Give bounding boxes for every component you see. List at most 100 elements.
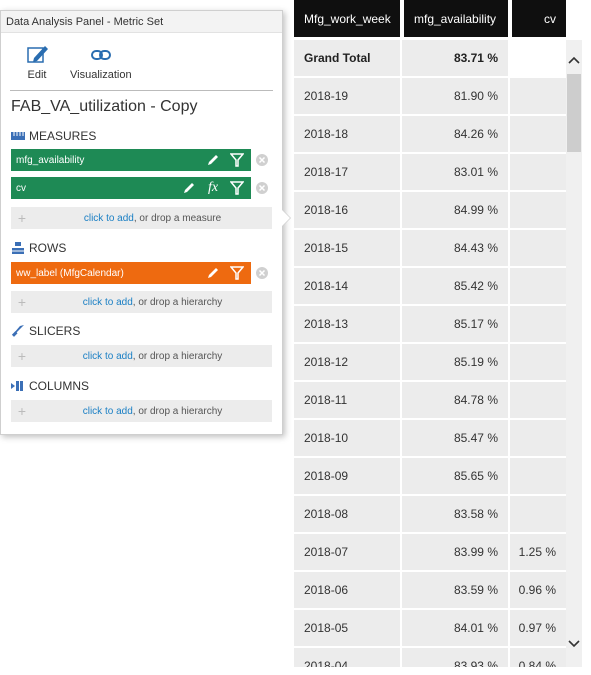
week-cell: 2018-17	[294, 154, 400, 190]
table-row: 2018-09 85.65 %	[294, 458, 566, 494]
remove-icon[interactable]	[251, 177, 272, 199]
scroll-up-icon[interactable]	[566, 52, 582, 68]
availability-cell: 84.43 %	[402, 230, 508, 266]
measure-label: mfg_availability	[16, 154, 85, 166]
week-cell: 2018-04	[294, 648, 400, 667]
availability-cell: 83.59 %	[402, 572, 508, 608]
week-cell: 2018-10	[294, 420, 400, 456]
edit-icon	[27, 46, 48, 63]
table-row: 2018-11 84.78 %	[294, 382, 566, 418]
cv-cell	[510, 154, 566, 190]
add-slicer-dropzone[interactable]: + click to add, or drop a hierarchy	[11, 345, 272, 367]
grand-total-cv	[510, 40, 566, 76]
week-cell: 2018-18	[294, 116, 400, 152]
table-row: 2018-13 85.17 %	[294, 306, 566, 342]
availability-cell: 83.01 %	[402, 154, 508, 190]
rows-section-header: ROWS	[11, 241, 66, 255]
availability-cell: 84.26 %	[402, 116, 508, 152]
cv-cell: 1.25 %	[510, 534, 566, 570]
slicer-knife-icon	[11, 325, 24, 337]
visualization-button[interactable]: Visualization	[70, 44, 132, 81]
add-slicer-link[interactable]: click to add	[82, 350, 133, 362]
ruler-icon	[11, 132, 25, 140]
week-cell: 2018-12	[294, 344, 400, 380]
scrollbar-thumb[interactable]	[567, 74, 581, 152]
table-row: 2018-15 84.43 %	[294, 230, 566, 266]
row-label: ww_label (MfgCalendar)	[16, 267, 124, 279]
week-cell: 2018-11	[294, 382, 400, 418]
cv-cell	[510, 192, 566, 228]
availability-cell: 83.58 %	[402, 496, 508, 532]
measure-chip-cv[interactable]: cv fx	[11, 177, 272, 199]
grand-total-label: Grand Total	[294, 40, 400, 76]
column-header-mfg-work-week[interactable]: Mfg_work_week	[294, 0, 400, 37]
filter-icon[interactable]	[228, 264, 246, 282]
edit-button[interactable]: Edit	[25, 44, 49, 81]
filter-icon[interactable]	[228, 179, 246, 197]
filter-icon[interactable]	[228, 151, 246, 169]
week-cell: 2018-15	[294, 230, 400, 266]
availability-cell: 83.99 %	[402, 534, 508, 570]
cv-cell	[510, 382, 566, 418]
week-cell: 2018-16	[294, 192, 400, 228]
availability-cell: 84.01 %	[402, 610, 508, 646]
availability-cell: 85.47 %	[402, 420, 508, 456]
availability-cell: 84.78 %	[402, 382, 508, 418]
toolbar-divider	[10, 90, 273, 91]
measures-label: MEASURES	[29, 129, 97, 143]
availability-cell: 85.19 %	[402, 344, 508, 380]
week-cell: 2018-14	[294, 268, 400, 304]
add-row-dropzone[interactable]: + click to add, or drop a hierarchy	[11, 291, 272, 313]
grand-total-availability: 83.71 %	[402, 40, 508, 76]
slicers-section-header: SLICERS	[11, 324, 80, 338]
remove-icon[interactable]	[251, 262, 272, 284]
row-chip-ww-label[interactable]: ww_label (MfgCalendar)	[11, 262, 272, 284]
week-cell: 2018-09	[294, 458, 400, 494]
column-header-cv[interactable]: cv	[512, 0, 566, 37]
link-icon	[90, 50, 111, 60]
table-row: 2018-05 84.01 % 0.97 %	[294, 610, 566, 646]
columns-label: COLUMNS	[29, 379, 90, 393]
week-cell: 2018-08	[294, 496, 400, 532]
availability-cell: 84.99 %	[402, 192, 508, 228]
rows-icon	[12, 242, 24, 254]
add-slicer-hint: , or drop a hierarchy	[132, 350, 223, 362]
pencil-icon[interactable]	[180, 179, 198, 197]
measures-section-header: MEASURES	[11, 129, 96, 143]
week-cell: 2018-05	[294, 610, 400, 646]
cv-cell	[510, 78, 566, 114]
add-measure-dropzone[interactable]: + click to add, or drop a measure	[11, 207, 272, 229]
function-icon[interactable]: fx	[207, 180, 219, 195]
add-column-link[interactable]: click to add	[82, 405, 133, 417]
plus-icon: +	[17, 294, 27, 310]
table-row: 2018-10 85.47 %	[294, 420, 566, 456]
data-analysis-panel: Data Analysis Panel - Metric Set Edit Vi…	[0, 10, 283, 435]
plus-icon: +	[17, 403, 27, 419]
add-measure-link[interactable]: click to add	[83, 212, 134, 224]
measure-chip-mfg-availability[interactable]: mfg_availability	[11, 149, 272, 171]
pencil-icon[interactable]	[204, 264, 222, 282]
cv-cell	[510, 420, 566, 456]
scroll-down-icon[interactable]	[566, 636, 582, 652]
week-cell: 2018-06	[294, 572, 400, 608]
remove-icon[interactable]	[251, 149, 272, 171]
cv-cell	[510, 344, 566, 380]
cv-cell: 0.97 %	[510, 610, 566, 646]
cv-cell: 0.84 %	[510, 648, 566, 667]
metric-set-name: FAB_VA_utilization - Copy	[11, 98, 198, 115]
column-header-mfg-availability[interactable]: mfg_availability	[404, 0, 508, 37]
vertical-scrollbar[interactable]	[566, 40, 582, 667]
add-row-link[interactable]: click to add	[82, 296, 133, 308]
cv-cell	[510, 230, 566, 266]
add-row-hint: , or drop a hierarchy	[132, 296, 223, 308]
table-row: 2018-14 85.42 %	[294, 268, 566, 304]
pencil-icon[interactable]	[204, 151, 222, 169]
cv-cell	[510, 458, 566, 494]
cv-cell: 0.96 %	[510, 572, 566, 608]
plus-icon: +	[17, 210, 27, 226]
visualization-label: Visualization	[70, 69, 132, 81]
add-column-dropzone[interactable]: + click to add, or drop a hierarchy	[11, 400, 272, 422]
table-row: 2018-04 83.93 % 0.84 %	[294, 648, 566, 667]
availability-cell: 81.90 %	[402, 78, 508, 114]
table-row: 2018-08 83.58 %	[294, 496, 566, 532]
